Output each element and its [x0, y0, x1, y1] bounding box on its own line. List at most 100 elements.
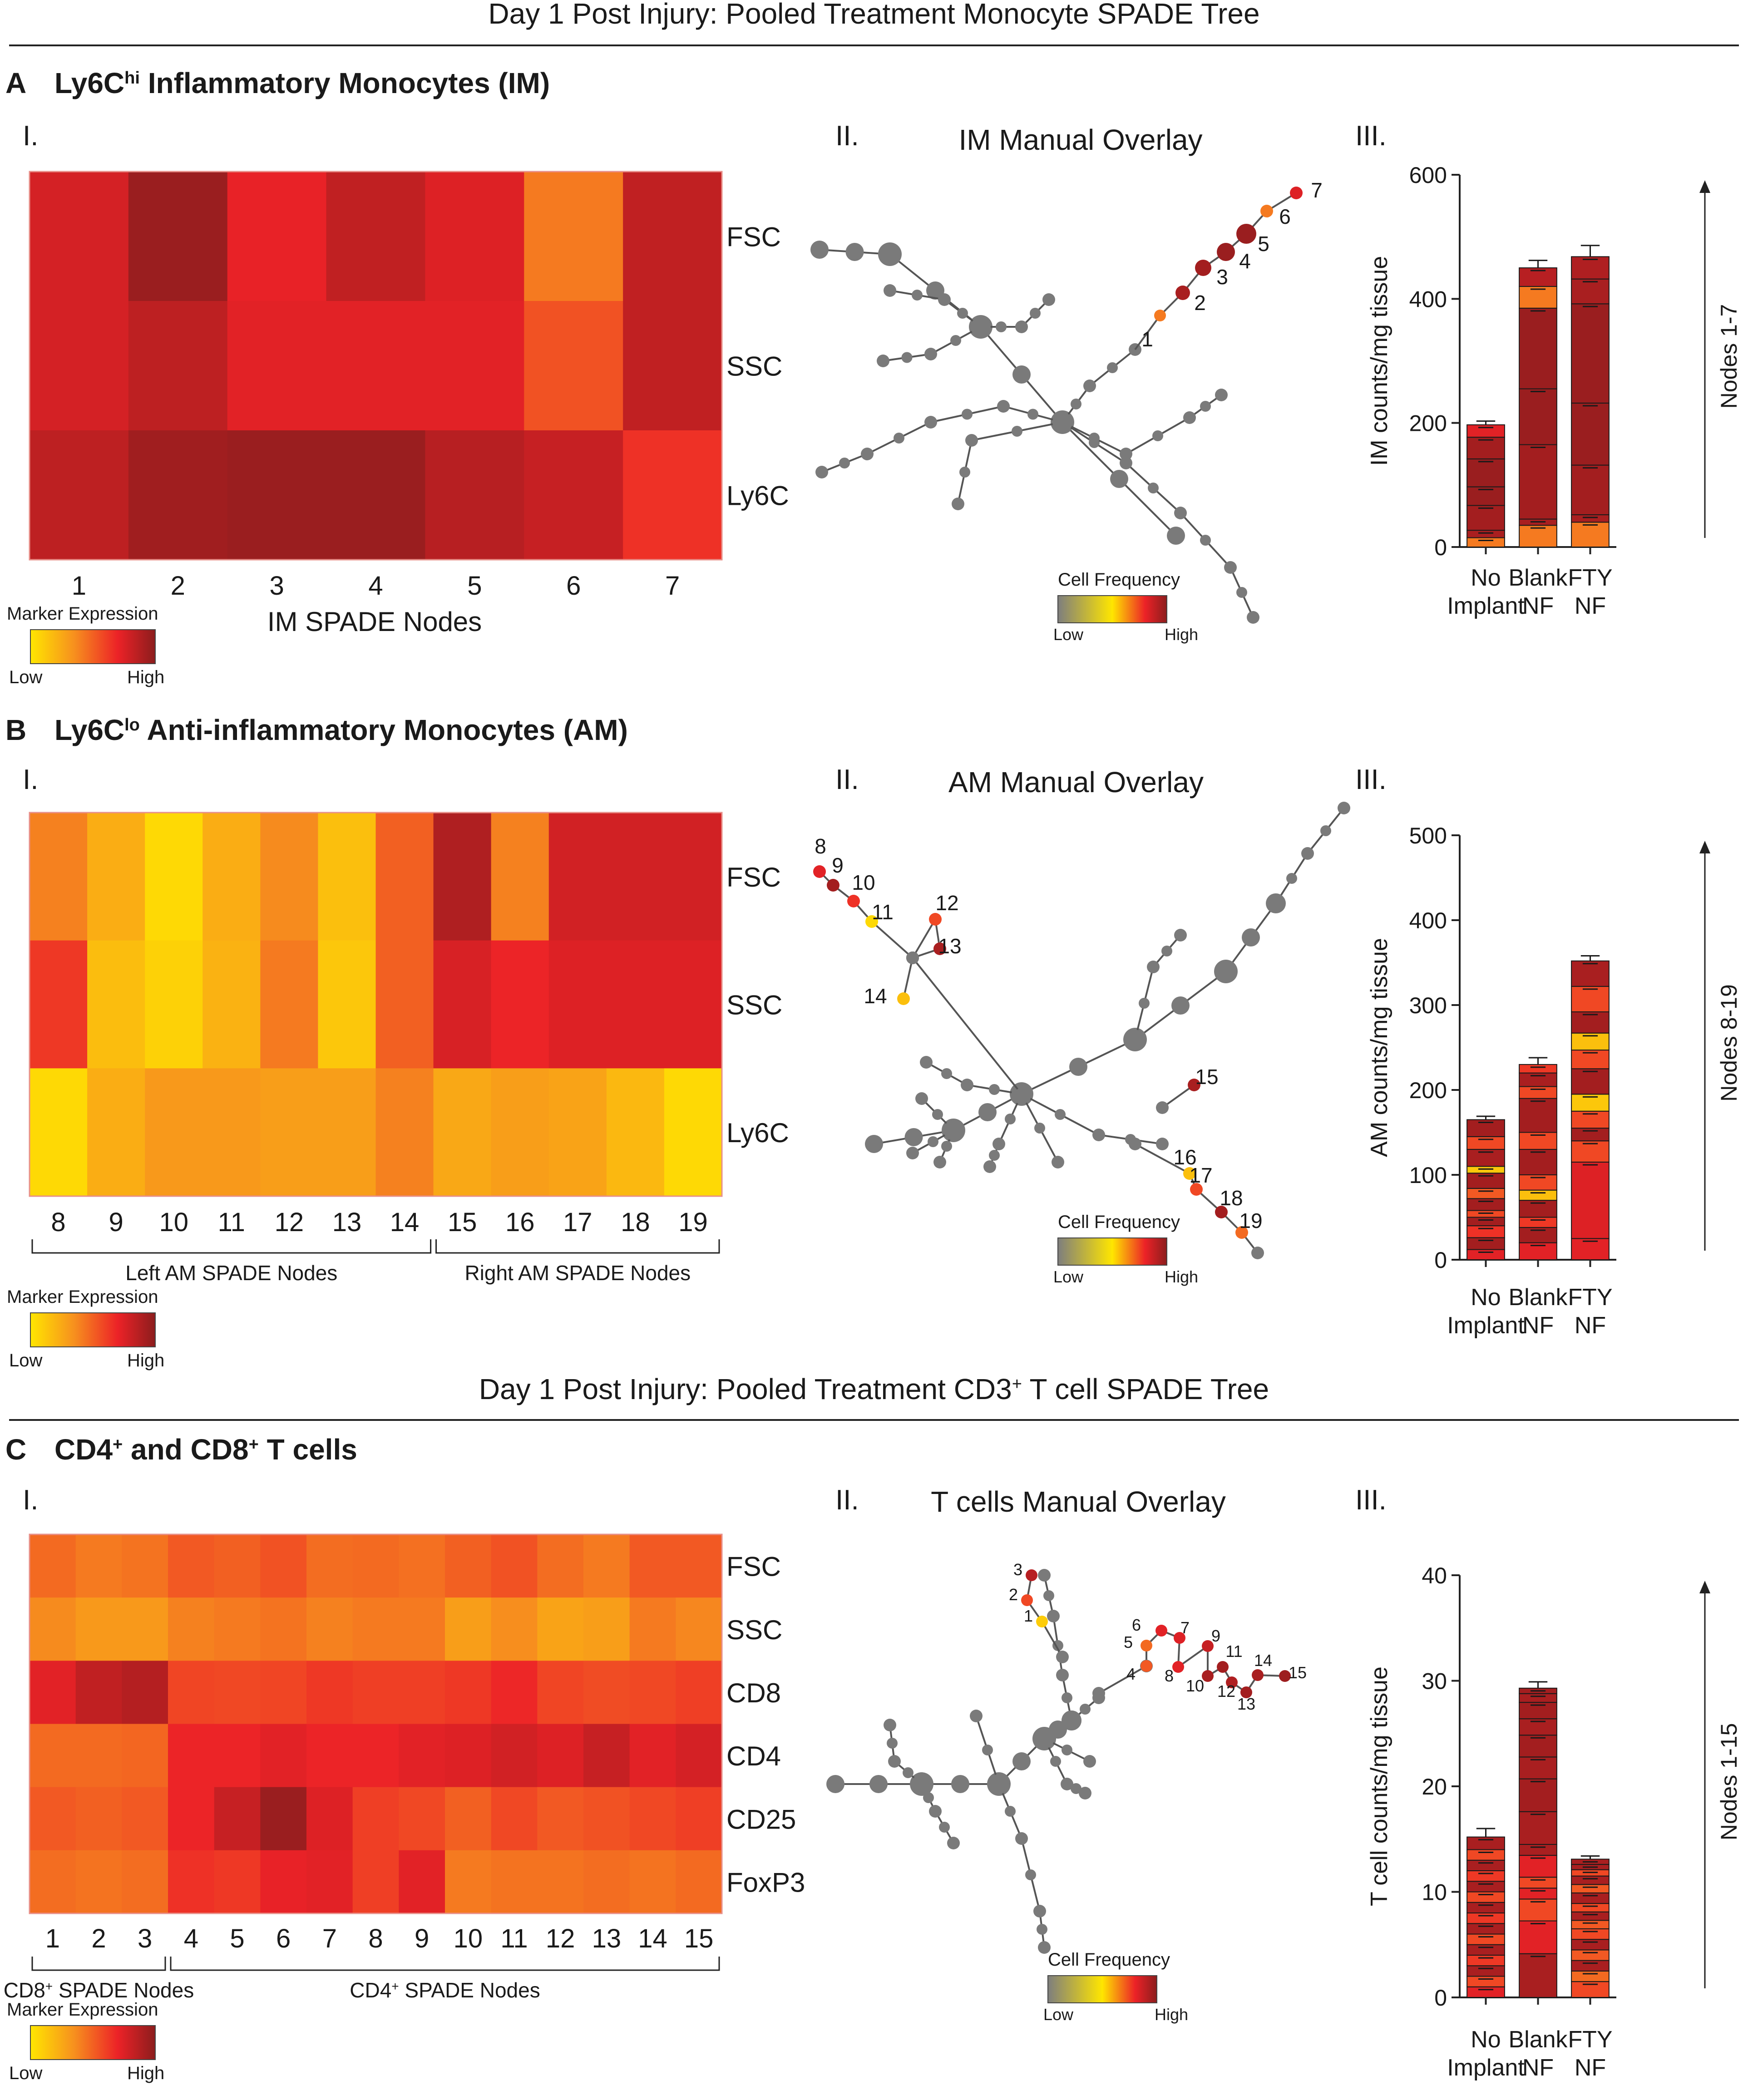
tree-node [1251, 1247, 1264, 1259]
heatmap-cell [491, 1534, 538, 1598]
heatmap-col-label: 2 [171, 571, 185, 601]
heatmap-cell [30, 430, 129, 560]
heatmap-cell [445, 1787, 492, 1851]
bar-segment [1571, 1884, 1610, 1893]
tree-node [941, 1141, 952, 1152]
x-category-label: NF [1575, 2055, 1606, 2081]
highlight-node-5 [1141, 1640, 1152, 1651]
bar-segment [1467, 530, 1505, 538]
heatmap-cell [491, 813, 549, 941]
y-axis-label: IM counts/mg tissue [1366, 256, 1392, 466]
heatmap-cell [326, 430, 426, 560]
highlight-node-3 [1026, 1569, 1037, 1581]
legend-low: Low [9, 667, 42, 687]
nodes-label: Nodes 8-19 [1716, 984, 1742, 1102]
x-category-label: Blank [1508, 2026, 1568, 2053]
tree-node [1236, 587, 1247, 598]
bar-segment [1467, 458, 1505, 488]
heatmap-row-label: SSC [726, 1615, 782, 1645]
highlight-node-label: 8 [1165, 1666, 1174, 1685]
highlight-node-17 [1190, 1183, 1203, 1196]
legend-high: High [1165, 1267, 1198, 1286]
tree-node [1038, 1941, 1051, 1954]
x-category-label: Implant [1447, 2055, 1525, 2081]
heatmap-cell [87, 813, 145, 941]
heatmap-col-label: 1 [45, 1924, 60, 1953]
bar-segment [1519, 1693, 1557, 1703]
legend-high: High [127, 1351, 164, 1370]
bar-segment [1519, 1898, 1557, 1922]
tree-edge [871, 921, 914, 959]
heatmap-cell [399, 1850, 445, 1914]
heatmap-cell [30, 1068, 88, 1197]
heatmap-cell [306, 1787, 353, 1851]
tree-node [1110, 470, 1128, 488]
heatmap-col-label: 19 [678, 1208, 708, 1237]
tree-node [1174, 929, 1187, 942]
bar-segment [1467, 1976, 1505, 1987]
bar-segment [1571, 522, 1610, 548]
heatmap-cell [30, 813, 88, 941]
heatmap-row-label: FSC [726, 1552, 781, 1582]
tree-node [965, 434, 978, 447]
bar-segment [1571, 1892, 1610, 1904]
panel-letter: C [5, 1433, 26, 1466]
legend-colorbar [30, 629, 156, 664]
stacked-bar-chart: 0 200 400 600 IM counts/mg tissue NoImplantBl… [1366, 163, 1742, 619]
heatmap-cell [491, 1850, 538, 1914]
bar-segment [1467, 1955, 1505, 1967]
tree-node [1079, 1787, 1091, 1799]
panel-letter: B [5, 714, 26, 746]
tree-node [887, 1738, 898, 1749]
heatmap-col-label: 3 [270, 571, 284, 601]
heatmap-cell [168, 1661, 215, 1725]
heatmap-cell [260, 1534, 307, 1598]
highlight-node-label: 13 [1237, 1695, 1255, 1713]
tree-node [928, 1136, 938, 1147]
tree-edge [903, 957, 914, 999]
tree-node [1027, 409, 1038, 420]
legend-colorbar [1057, 595, 1167, 623]
heatmap-col-label: 11 [218, 1208, 245, 1237]
heatmap-cell [445, 1534, 492, 1598]
heatmap-border [29, 812, 723, 1197]
tree-node [1200, 401, 1211, 412]
bar-segment [1467, 537, 1505, 547]
tree-node [932, 1109, 943, 1120]
legend-title: Marker Expression [7, 604, 158, 624]
bar-segment [1571, 514, 1610, 523]
legend-high: High [127, 667, 164, 687]
tree-node [961, 1079, 973, 1091]
tree-edge [1041, 1621, 1063, 1657]
figure-content: Day 1 Post Injury: Pooled Treatment Mono… [4, 0, 1742, 2083]
heatmap-col-label: 15 [448, 1208, 477, 1237]
heatmap-cell [128, 430, 228, 560]
heatmap-cell [524, 430, 623, 560]
bar-segment [1467, 1891, 1505, 1903]
bar-segment [1519, 1844, 1557, 1856]
tree-node [1242, 928, 1260, 946]
legend-high: High [127, 2063, 164, 2083]
heatmap-cell [168, 1724, 215, 1788]
bar-segment [1571, 1928, 1610, 1940]
heatmap-col-label: 14 [390, 1208, 420, 1237]
heatmap-col-label: 4 [184, 1924, 198, 1953]
legend-title: Marker Expression [7, 1287, 158, 1307]
tree-node [912, 290, 923, 301]
heatmap-cell [75, 1534, 122, 1598]
heatmap-cell [318, 1068, 376, 1197]
tree-edge [1177, 1645, 1209, 1668]
highlight-node-19 [1235, 1226, 1248, 1239]
tree-node [1148, 483, 1159, 493]
tree-node [1069, 1058, 1087, 1076]
heatmap-row-label: FSC [726, 862, 781, 892]
heatmap-cell [623, 430, 722, 560]
x-category-label: NF [1522, 593, 1554, 619]
heatmap-border [29, 171, 723, 561]
tree-node [1089, 433, 1100, 444]
heatmap-cell [260, 1787, 307, 1851]
heatmap-cell [629, 1534, 676, 1598]
heatmap-cell [399, 1534, 445, 1598]
heatmap-row-label: Ly6C [726, 1118, 789, 1148]
panel-heading: Ly6Clo Anti-inflammatory Monocytes (AM) [54, 714, 628, 746]
